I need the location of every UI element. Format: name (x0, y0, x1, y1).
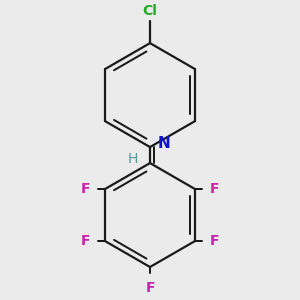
Text: F: F (80, 234, 90, 248)
Text: F: F (80, 182, 90, 196)
Text: H: H (128, 152, 138, 166)
Text: F: F (210, 234, 220, 248)
Text: N: N (158, 136, 171, 151)
Text: F: F (145, 281, 155, 295)
Text: Cl: Cl (142, 4, 158, 18)
Text: F: F (210, 182, 220, 196)
